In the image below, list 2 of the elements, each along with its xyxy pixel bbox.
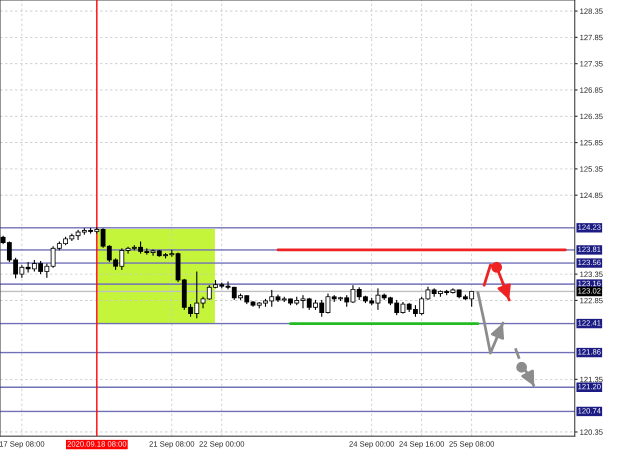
line-series <box>514 346 536 388</box>
line-series <box>476 291 504 354</box>
